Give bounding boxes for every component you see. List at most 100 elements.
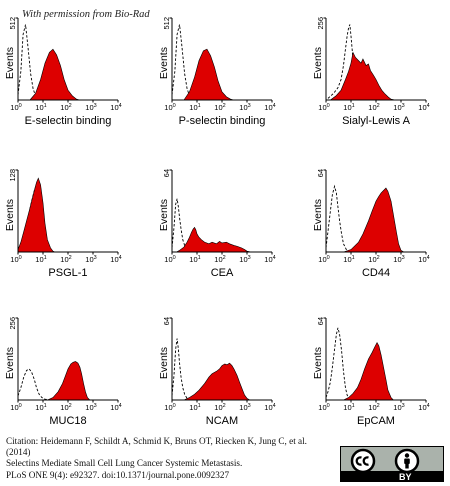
y-max-label: 64	[162, 169, 171, 177]
x-tick-label: 104	[264, 103, 275, 112]
x-tick-label: 101	[189, 255, 200, 264]
x-tick-label: 100	[164, 103, 175, 112]
badge-bar	[341, 471, 443, 481]
x-tick-label: 100	[318, 403, 329, 412]
by-person-icon	[394, 448, 420, 473]
x-tick-label: 103	[239, 103, 250, 112]
histogram-panel: 64 Events 100 101 102 103 104 CEA	[158, 169, 276, 279]
x-tick-label: 101	[35, 403, 46, 412]
x-tick-label: 103	[393, 255, 404, 264]
x-tick-label: 100	[164, 255, 175, 264]
x-axis-label: P-selectin binding	[179, 115, 266, 127]
x-tick-label: 101	[343, 255, 354, 264]
y-axis-label: Events	[158, 47, 170, 79]
x-tick-label: 104	[264, 403, 275, 412]
stained-histogram	[17, 177, 56, 253]
y-axis-label: Events	[158, 347, 170, 379]
x-axis-label: MUC18	[49, 415, 86, 427]
x-tick-label: 101	[189, 103, 200, 112]
x-tick-label: 102	[214, 403, 225, 412]
x-axis-label: CD44	[362, 267, 390, 279]
y-max-label: 512	[8, 17, 17, 30]
histogram-panel: 512 Events 100 101 102 103 104 P-selectin bindi…	[158, 17, 276, 127]
citation-line: PLoS ONE 9(4): e92327. doi:10.1371/journ…	[6, 469, 230, 480]
stained-histogram	[176, 226, 252, 253]
x-axis-label: EpCAM	[357, 415, 395, 427]
isotype-histogram	[17, 368, 52, 401]
citation-line: Selectins Mediate Small Cell Lung Cancer…	[6, 458, 243, 469]
x-tick-label: 103	[85, 103, 96, 112]
y-axis-label: Events	[312, 347, 324, 379]
y-max-label: 256	[8, 317, 17, 330]
x-tick-label: 104	[110, 255, 121, 264]
x-tick-label: 103	[393, 403, 404, 412]
y-axis-label: Events	[4, 47, 16, 79]
histogram-panel: 64 Events 100 101 102 103 104 EpCAM	[312, 317, 430, 427]
stained-histogram	[29, 48, 81, 101]
x-tick-label: 100	[164, 403, 175, 412]
x-axis-label: NCAM	[206, 415, 238, 427]
x-tick-label: 102	[368, 403, 379, 412]
y-max-label: 64	[162, 317, 171, 325]
x-tick-label: 102	[214, 103, 225, 112]
y-axis-label: Events	[4, 199, 16, 231]
x-tick-label: 102	[214, 255, 225, 264]
histogram-figure: 512 Events 100 101 102 103 104 E-selectin bindi…	[4, 17, 430, 427]
isotype-histogram	[171, 338, 193, 401]
x-tick-label: 101	[35, 103, 46, 112]
x-tick-label: 104	[264, 255, 275, 264]
x-tick-label: 100	[10, 255, 21, 264]
x-tick-label: 103	[239, 255, 250, 264]
x-tick-label: 104	[110, 103, 121, 112]
x-tick-label: 100	[10, 403, 21, 412]
y-axis-label: Events	[312, 47, 324, 79]
x-tick-label: 103	[393, 103, 404, 112]
citation: Citation: Heidemann F, Schildt A, Schmid…	[6, 436, 326, 481]
y-axis-label: Events	[158, 199, 170, 231]
citation-line: (2014)	[6, 447, 31, 458]
y-max-label: 512	[162, 17, 171, 30]
by-label: BY	[399, 472, 412, 482]
stained-histogram	[343, 187, 405, 253]
x-tick-label: 101	[189, 403, 200, 412]
x-tick-label: 104	[418, 103, 429, 112]
histogram-panel: 64 Events 100 101 102 103 104 CD44	[312, 169, 430, 279]
x-tick-label: 103	[239, 403, 250, 412]
stained-histogram	[183, 48, 235, 101]
x-tick-label: 101	[343, 103, 354, 112]
x-tick-label: 102	[60, 403, 71, 412]
cc-icon	[350, 448, 376, 473]
x-tick-label: 100	[318, 255, 329, 264]
histogram-panel: 128 Events 100 101 102 103 104 PSGL-1	[4, 169, 122, 279]
y-axis-label: Events	[4, 347, 16, 379]
y-max-label: 128	[8, 169, 17, 182]
x-tick-label: 102	[368, 103, 379, 112]
stained-histogram	[329, 51, 396, 101]
x-tick-label: 101	[35, 255, 46, 264]
x-tick-label: 101	[343, 403, 354, 412]
stained-histogram	[343, 341, 395, 401]
x-tick-label: 100	[10, 103, 21, 112]
x-tick-label: 102	[60, 255, 71, 264]
histogram-panel: 256 Events 100 101 102 103 104 Sialyl-Lewis A	[312, 17, 430, 127]
y-max-label: 64	[316, 317, 325, 325]
citation-line: Citation: Heidemann F, Schildt A, Schmid…	[6, 436, 307, 446]
x-tick-label: 103	[85, 255, 96, 264]
x-tick-label: 104	[418, 403, 429, 412]
y-axis-label: Events	[312, 199, 324, 231]
permission-note: With permission from Bio-Rad	[22, 9, 150, 20]
cc-by-license-badge: BY	[340, 446, 444, 482]
x-axis-label: CEA	[211, 267, 234, 279]
histogram-panel: 512 Events 100 101 102 103 104 E-selectin bindi…	[4, 17, 122, 127]
histogram-panel: 256 Events 100 101 102 103 104 MUC18	[4, 317, 122, 427]
y-max-label: 256	[316, 17, 325, 30]
x-tick-label: 104	[110, 403, 121, 412]
x-axis-label: E-selectin binding	[25, 115, 112, 127]
x-axis-label: PSGL-1	[48, 267, 87, 279]
x-tick-label: 102	[60, 103, 71, 112]
isotype-histogram	[325, 184, 352, 253]
histogram-panel: 64 Events 100 101 102 103 104 NCAM	[158, 317, 276, 427]
x-tick-label: 103	[85, 403, 96, 412]
x-axis-label: Sialyl-Lewis A	[342, 115, 411, 127]
y-max-label: 64	[316, 169, 325, 177]
